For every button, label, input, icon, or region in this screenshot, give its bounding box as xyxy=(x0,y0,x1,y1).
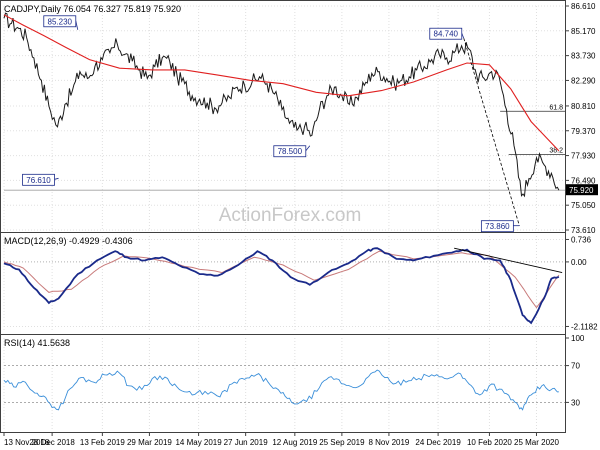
fib-level-label: 38.2 xyxy=(549,147,563,154)
price-y-tick-label: 86.610 xyxy=(571,2,596,11)
rsi-y-tick-label: 100 xyxy=(571,334,585,343)
x-tick-label: 14 May 2019 xyxy=(175,438,222,447)
rsi-panel-frame xyxy=(0,334,566,433)
price-series-line xyxy=(3,12,560,198)
price-y-tick-label: 75.050 xyxy=(571,201,596,210)
annotation-box xyxy=(480,220,514,233)
price-layer: 61.8 38.2 85.230 76.610 78.500 84.740 73.860 xyxy=(3,12,565,233)
x-tick-label: 10 Feb 2020 xyxy=(467,438,512,447)
fib-level-label: 61.8 xyxy=(549,104,563,111)
price-y-tick-label: 77.930 xyxy=(571,152,596,161)
rsi-y-tick-label: 30 xyxy=(571,398,580,407)
rsi-y-tick-label: 70 xyxy=(571,362,580,371)
annotation-leader xyxy=(305,145,311,151)
watermark: ActionForex.com xyxy=(219,205,362,226)
price-y-tick-label: 76.490 xyxy=(571,176,596,185)
x-tick-label: 8 Nov 2019 xyxy=(368,438,409,447)
last-price-label: 75.920 xyxy=(569,186,594,195)
rsi-line xyxy=(3,369,559,411)
annotation-label: 85.230 xyxy=(48,17,73,26)
price-y-tick-label: 83.730 xyxy=(571,52,596,61)
annotation-box xyxy=(273,145,307,158)
last-price-box xyxy=(566,184,598,196)
price-y-tick-label: 82.290 xyxy=(571,76,596,85)
x-tick-label: 13 Nov 2018 xyxy=(4,438,50,447)
x-tick-label: 27 Jun 2019 xyxy=(224,438,269,447)
x-tick-label: 24 Dec 2019 xyxy=(415,438,461,447)
annotation-label: 73.860 xyxy=(485,222,510,231)
annotation-box xyxy=(43,15,77,28)
price-y-tick-label: 85.170 xyxy=(571,27,596,36)
macd-y-tick-label: 0.736 xyxy=(571,235,592,244)
price-header: CADJPY,Daily 76.054 76.327 75.819 75.920 xyxy=(4,4,181,14)
macd-y-tick-label: -2.1182 xyxy=(571,322,598,331)
price-y-tick-label: 80.810 xyxy=(571,102,596,111)
moving-average-line xyxy=(3,14,560,152)
rsi-layer xyxy=(3,369,559,411)
x-tick-label: 28 Dec 2018 xyxy=(29,438,75,447)
annotation-box xyxy=(429,27,463,40)
macd-header: MACD(12,26,9) -0.4929 -0.4306 xyxy=(4,236,133,246)
macd-trendline xyxy=(454,247,563,274)
macd-line xyxy=(3,247,560,325)
x-tick-label: 25 Sep 2019 xyxy=(319,438,365,447)
annotation-box xyxy=(22,173,55,186)
price-y-tick-label: 79.370 xyxy=(571,127,596,136)
decline-dashed-line xyxy=(463,38,520,226)
x-tick-label: 12 Aug 2019 xyxy=(272,438,317,447)
macd-y-tick-label: 0.00 xyxy=(571,258,587,267)
price-y-tick-label: 73.610 xyxy=(571,226,596,235)
macd-layer xyxy=(3,247,563,325)
x-tick-label: 29 Mar 2019 xyxy=(127,438,172,447)
rsi-header: RSI(14) 41.5638 xyxy=(4,338,70,348)
annotation-leader xyxy=(54,177,59,180)
annotation-label: 84.740 xyxy=(434,30,459,39)
x-tick-label: 13 Feb 2019 xyxy=(80,438,125,447)
annotation-label: 76.610 xyxy=(26,176,51,185)
annotation-label: 78.500 xyxy=(278,147,303,156)
x-tick-label: 25 Mar 2020 xyxy=(514,438,559,447)
